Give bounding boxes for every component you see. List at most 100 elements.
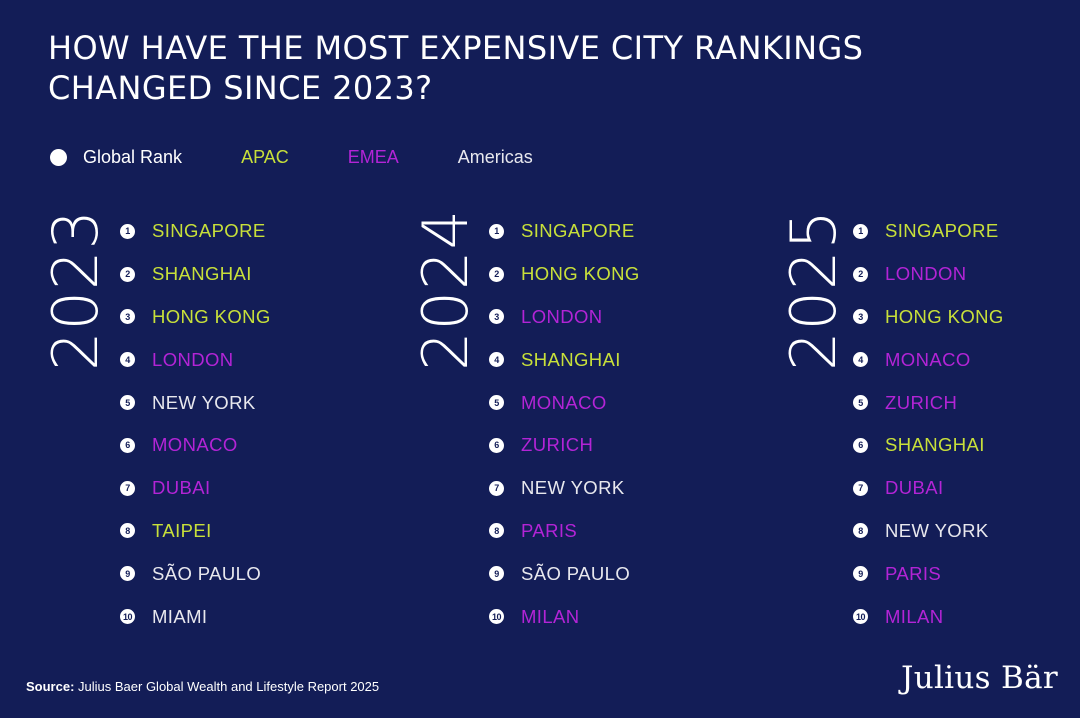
city-name: LONDON	[152, 348, 234, 370]
rank-badge: 6	[489, 437, 504, 453]
ranking-row: 10 MILAN	[489, 595, 640, 638]
rank-badge: 6	[120, 437, 135, 453]
ranking-row: 3 HONG KONG	[853, 296, 1004, 339]
rank-badge: 4	[853, 352, 868, 368]
city-name: SINGAPORE	[152, 220, 266, 242]
city-name: MONACO	[521, 391, 607, 413]
rank-badge: 10	[489, 609, 504, 625]
rank-badge: 4	[120, 352, 135, 368]
rank-badge: 2	[853, 266, 868, 282]
city-name: LONDON	[885, 263, 967, 285]
rank-badge: 8	[853, 523, 868, 539]
ranking-row: 6 SHANGHAI	[853, 424, 1004, 467]
julius-baer-logo: Julius Bär	[900, 660, 1058, 696]
city-name: MILAN	[885, 605, 944, 627]
ranking-row: 7 DUBAI	[853, 467, 1004, 510]
city-name: ZURICH	[885, 391, 958, 413]
source-label: Source:	[26, 679, 75, 694]
city-name: SHANGHAI	[521, 348, 621, 370]
ranking-row: 10 MIAMI	[120, 595, 271, 638]
city-name: DUBAI	[885, 477, 944, 499]
rank-badge: 5	[120, 395, 135, 411]
city-name: ZURICH	[521, 434, 594, 456]
year-label-2023: 2023	[39, 209, 112, 371]
rank-badge: 10	[120, 609, 135, 625]
rank-badge: 9	[120, 566, 135, 582]
ranking-row: 4 SHANGHAI	[489, 338, 640, 381]
rank-badge: 2	[120, 266, 135, 282]
ranking-row: 1 SINGAPORE	[489, 210, 640, 253]
city-name: SINGAPORE	[885, 220, 999, 242]
rank-badge: 8	[489, 523, 504, 539]
ranking-row: 1 SINGAPORE	[120, 210, 271, 253]
ranking-row: 2 LONDON	[853, 253, 1004, 296]
rank-badge: 7	[489, 480, 504, 496]
ranking-list-2025: 1 SINGAPORE 2 LONDON 3 HONG KONG 4 MONACO 5 Z…	[853, 210, 1004, 638]
city-name: NEW YORK	[152, 391, 256, 413]
rank-badge: 9	[489, 566, 504, 582]
rank-badge: 1	[120, 223, 135, 239]
page-title: HOW HAVE THE MOST EXPENSIVE CITY RANKING…	[48, 29, 864, 107]
city-name: LONDON	[521, 305, 603, 327]
ranking-row: 8 PARIS	[489, 510, 640, 553]
city-name: TAIPEI	[152, 519, 212, 541]
rank-badge: 9	[853, 566, 868, 582]
city-name: HONG KONG	[152, 305, 271, 327]
ranking-row: 1 SINGAPORE	[853, 210, 1004, 253]
legend-emea: EMEA	[347, 146, 399, 167]
city-name: SÃO PAULO	[152, 562, 262, 584]
rank-badge: 6	[853, 437, 868, 453]
rank-badge: 5	[489, 395, 504, 411]
ranking-row: 4 LONDON	[120, 338, 271, 381]
rank-badge: 3	[853, 309, 868, 325]
ranking-row: 9 SÃO PAULO	[120, 552, 271, 595]
ranking-row: 7 NEW YORK	[489, 467, 640, 510]
ranking-row: 8 TAIPEI	[120, 510, 271, 553]
rank-badge: 3	[489, 309, 504, 325]
city-name: NEW YORK	[885, 519, 989, 541]
source-text: Julius Baer Global Wealth and Lifestyle …	[74, 679, 380, 694]
city-name: MONACO	[152, 434, 238, 456]
legend-americas: Americas	[457, 146, 533, 167]
global-rank-dot-icon	[50, 148, 67, 166]
year-label-2024: 2024	[409, 209, 482, 371]
ranking-row: 3 HONG KONG	[120, 296, 271, 339]
city-name: MILAN	[521, 605, 580, 627]
ranking-row: 10 MILAN	[853, 595, 1004, 638]
ranking-row: 3 LONDON	[489, 296, 640, 339]
ranking-list-2023: 1 SINGAPORE 2 SHANGHAI 3 HONG KONG 4 LONDON …	[120, 210, 271, 638]
city-name: HONG KONG	[885, 305, 1004, 327]
ranking-row: 9 SÃO PAULO	[489, 552, 640, 595]
city-name: HONG KONG	[521, 263, 640, 285]
ranking-list-2024: 1 SINGAPORE 2 HONG KONG 3 LONDON 4 SHANGHAI …	[489, 210, 640, 638]
rank-badge: 2	[489, 266, 504, 282]
rank-badge: 7	[853, 480, 868, 496]
ranking-row: 2 HONG KONG	[489, 253, 640, 296]
ranking-row: 6 MONACO	[120, 424, 271, 467]
ranking-row: 5 ZURICH	[853, 381, 1004, 424]
rank-badge: 5	[853, 395, 868, 411]
city-name: SHANGHAI	[885, 434, 985, 456]
ranking-row: 7 DUBAI	[120, 467, 271, 510]
city-name: PARIS	[521, 519, 578, 541]
city-name: DUBAI	[152, 477, 211, 499]
city-name: MONACO	[885, 348, 971, 370]
ranking-row: 2 SHANGHAI	[120, 253, 271, 296]
city-name: SHANGHAI	[152, 263, 252, 285]
ranking-row: 5 NEW YORK	[120, 381, 271, 424]
legend-apac: APAC	[241, 146, 289, 167]
city-name: PARIS	[885, 562, 942, 584]
city-name: SÃO PAULO	[521, 562, 631, 584]
legend-global-rank: Global Rank	[83, 146, 183, 167]
source-note: Source: Julius Baer Global Wealth and Li…	[26, 679, 379, 694]
rank-badge: 4	[489, 352, 504, 368]
legend: Global Rank APAC EMEA Americas	[50, 144, 533, 170]
year-label-2025: 2025	[777, 209, 850, 371]
rank-badge: 1	[489, 223, 504, 239]
city-name: SINGAPORE	[521, 220, 635, 242]
rank-badge: 10	[853, 609, 868, 625]
ranking-row: 5 MONACO	[489, 381, 640, 424]
rank-badge: 3	[120, 309, 135, 325]
rank-badge: 8	[120, 523, 135, 539]
city-name: NEW YORK	[521, 477, 625, 499]
